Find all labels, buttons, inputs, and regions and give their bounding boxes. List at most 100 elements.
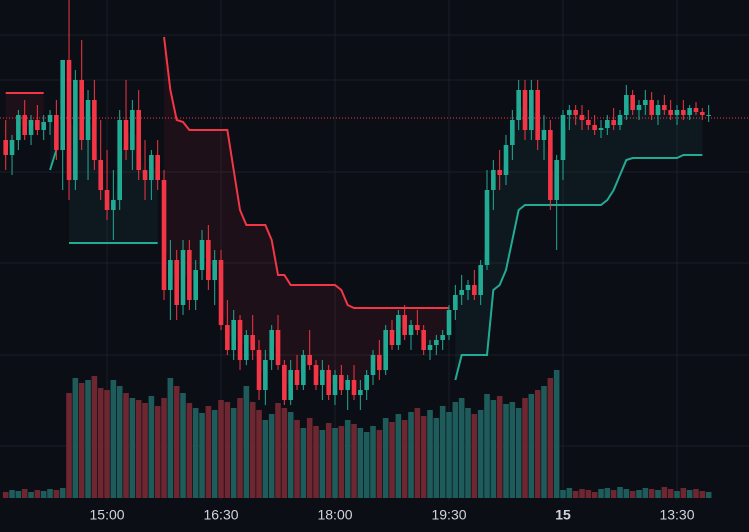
volume-bar [401, 420, 408, 498]
volume-bar [2, 492, 9, 498]
candle-body [693, 108, 699, 112]
volume-bar [534, 390, 541, 498]
candle-body [598, 128, 604, 130]
volume-bar [116, 386, 123, 498]
volume-bar [629, 491, 636, 498]
volume-bar [674, 491, 680, 498]
candle-body [605, 120, 610, 128]
candle-body [237, 320, 243, 360]
candle-body [41, 122, 46, 130]
volume-bar [541, 386, 547, 498]
volume-bar [446, 412, 452, 498]
candle-body [47, 115, 53, 122]
candle-body [244, 335, 249, 360]
candle-body [472, 285, 477, 295]
candle-body [522, 90, 528, 130]
volume-bar [617, 487, 623, 498]
candle-body [554, 160, 559, 200]
candle-body [22, 115, 27, 135]
candle-body [28, 120, 34, 135]
volume-bar [148, 396, 155, 498]
volume-bar [338, 426, 345, 498]
volume-bar [123, 393, 129, 498]
candle-body [282, 365, 287, 400]
candle-body [60, 60, 65, 150]
volume-bar [642, 488, 649, 498]
volume-bar [40, 491, 47, 498]
candle-body [592, 125, 597, 130]
candle-body [136, 110, 141, 170]
candle-body [155, 155, 160, 180]
candle-body [643, 100, 648, 105]
volume-bar [275, 403, 281, 498]
candle-body [446, 310, 452, 335]
candle-body [459, 290, 464, 295]
volume-bar [509, 402, 516, 498]
volume-bar [218, 400, 224, 498]
volume-bar [268, 414, 275, 498]
candle-body [263, 360, 268, 390]
volume-bar [237, 398, 243, 498]
candle-body [408, 325, 414, 335]
candle-body [396, 315, 401, 345]
volume-bar [294, 420, 300, 498]
candle-body [687, 108, 692, 115]
volume-bar [180, 393, 186, 498]
volume-bar [319, 430, 326, 498]
candle-body [402, 315, 407, 335]
volume-bar [363, 432, 370, 498]
volume-bar [186, 403, 193, 498]
volume-bar [686, 490, 693, 498]
volume-bar [161, 398, 167, 498]
volume-bar [591, 492, 598, 498]
candle-body [700, 112, 705, 115]
upper-fill [164, 37, 450, 393]
candle-body [529, 90, 534, 130]
candle-body [104, 190, 110, 210]
volume-bar [382, 418, 389, 498]
volume-bar [528, 394, 535, 498]
volume-bar [623, 489, 630, 498]
x-tick-label: 15:00 [90, 507, 125, 523]
candle-body [79, 80, 84, 140]
volume-bar [553, 370, 560, 498]
candle-body [66, 60, 72, 180]
volume-bar [325, 423, 332, 498]
volume-bar [243, 386, 250, 498]
candle-body [9, 140, 15, 155]
volume-bar [585, 490, 592, 498]
volume-bar [205, 406, 212, 498]
candle-body [3, 140, 8, 155]
volume-bar [560, 490, 566, 498]
volume-bar [262, 420, 269, 498]
candle-body [383, 330, 388, 370]
volume-bar [47, 489, 53, 498]
candle-body [111, 200, 116, 210]
candle-body [199, 240, 205, 270]
x-tick-label: 15 [555, 507, 571, 523]
candle-body [212, 260, 217, 280]
candle-body [117, 120, 122, 200]
volume-bar [351, 424, 357, 498]
candle-body [332, 375, 338, 395]
candle-body [187, 250, 192, 300]
candle-body [478, 265, 483, 295]
volume-bar [699, 491, 706, 498]
volume-bar [490, 400, 497, 498]
volume-bar [465, 408, 471, 498]
volume-bar [9, 490, 15, 498]
volume-bar [439, 406, 446, 498]
candle-body [497, 170, 502, 175]
candle-body [130, 110, 135, 150]
candle-body [415, 325, 420, 330]
volume-bar [515, 408, 522, 498]
candle-body [225, 325, 230, 350]
candle-body [516, 90, 521, 120]
candle-body [579, 115, 585, 120]
candle-body [674, 110, 680, 115]
candle-body [510, 120, 515, 145]
candle-body [573, 110, 578, 115]
volume-bar [72, 378, 79, 498]
candle-body [389, 330, 395, 345]
